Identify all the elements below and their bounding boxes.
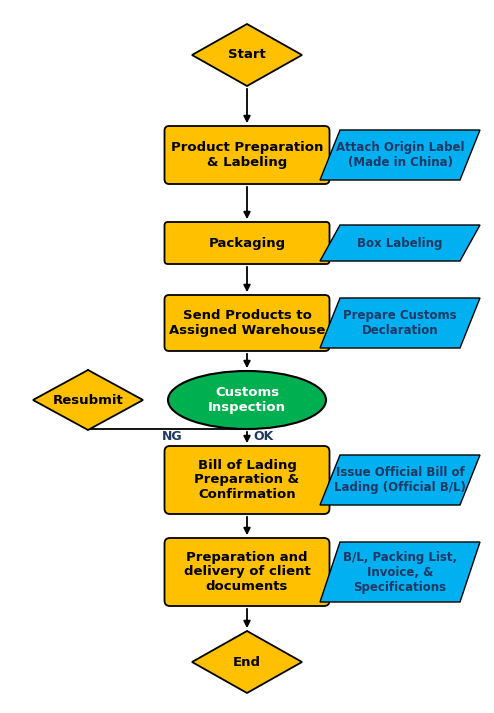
- FancyBboxPatch shape: [165, 446, 329, 514]
- Polygon shape: [192, 631, 302, 693]
- Text: Attach Origin Label
(Made in China): Attach Origin Label (Made in China): [336, 141, 464, 169]
- Polygon shape: [33, 370, 143, 430]
- Polygon shape: [320, 225, 480, 261]
- Text: Bill of Lading
Preparation &
Confirmation: Bill of Lading Preparation & Confirmatio…: [195, 458, 299, 501]
- FancyBboxPatch shape: [165, 222, 329, 264]
- Polygon shape: [320, 130, 480, 180]
- FancyBboxPatch shape: [165, 126, 329, 184]
- Text: OK: OK: [253, 431, 273, 443]
- Polygon shape: [320, 298, 480, 348]
- Text: Send Products to
Assigned Warehouse: Send Products to Assigned Warehouse: [169, 309, 325, 337]
- Text: Preparation and
delivery of client
documents: Preparation and delivery of client docum…: [184, 550, 310, 593]
- Ellipse shape: [168, 371, 326, 429]
- Polygon shape: [320, 455, 480, 505]
- Text: Product Preparation
& Labeling: Product Preparation & Labeling: [171, 141, 323, 169]
- Polygon shape: [320, 542, 480, 602]
- Text: Start: Start: [228, 48, 266, 61]
- Polygon shape: [192, 24, 302, 86]
- Text: NG: NG: [162, 431, 182, 443]
- Text: End: End: [233, 655, 261, 669]
- Text: B/L, Packing List,
Invoice, &
Specifications: B/L, Packing List, Invoice, & Specificat…: [343, 550, 457, 593]
- FancyBboxPatch shape: [165, 295, 329, 351]
- Text: Resubmit: Resubmit: [53, 394, 124, 406]
- Text: Prepare Customs
Declaration: Prepare Customs Declaration: [343, 309, 457, 337]
- Text: Customs
Inspection: Customs Inspection: [208, 386, 286, 414]
- Text: Issue Official Bill of
Lading (Official B/L): Issue Official Bill of Lading (Official …: [334, 466, 466, 494]
- FancyBboxPatch shape: [165, 538, 329, 606]
- Text: Packaging: Packaging: [208, 237, 286, 250]
- Text: Box Labeling: Box Labeling: [357, 237, 443, 250]
